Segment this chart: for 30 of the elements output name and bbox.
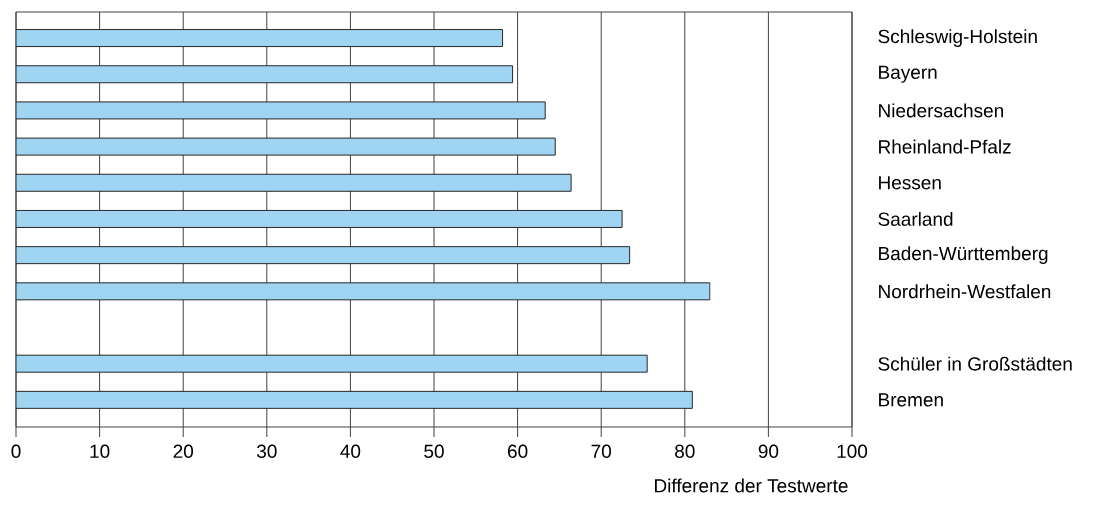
x-tick-label: 30 xyxy=(256,444,277,458)
bar xyxy=(16,209,623,228)
x-tick-label: 0 xyxy=(11,444,21,458)
bar xyxy=(16,282,711,301)
x-tick-label: 100 xyxy=(837,444,868,458)
bar xyxy=(16,354,648,373)
y-tick-label: Schüler in Großstädten xyxy=(878,356,1072,371)
bar xyxy=(16,246,631,265)
y-tick-label: Nordrhein-Westfalen xyxy=(879,284,1051,299)
x-tick-label: 10 xyxy=(90,444,110,458)
bar xyxy=(16,65,514,84)
y-tick-label: Rheinland-Pfalz xyxy=(879,139,1011,154)
y-tick-label: Bremen xyxy=(879,393,943,407)
bar xyxy=(16,390,693,409)
y-tick-label: Schleswig-Holstein xyxy=(878,29,1037,47)
y-tick-label: Niedersachsen xyxy=(879,103,1004,118)
y-tick-label: Baden-Württemberg xyxy=(879,246,1048,264)
y-tick-label: Saarland xyxy=(878,211,953,226)
x-axis-title: Differenz der Testwerte xyxy=(655,478,848,493)
y-tick-label: Bayern xyxy=(879,65,937,83)
bar xyxy=(16,29,504,48)
y-tick-label: Hessen xyxy=(879,176,941,190)
x-tick-label: 70 xyxy=(591,444,612,458)
x-tick-label: 60 xyxy=(508,444,528,458)
bar xyxy=(16,173,572,192)
x-tick-label: 90 xyxy=(758,444,779,458)
x-tick-label: 50 xyxy=(424,444,444,458)
x-tick-label: 20 xyxy=(173,444,194,458)
x-tick-label: 40 xyxy=(340,444,361,458)
x-tick-label: 80 xyxy=(675,444,695,458)
